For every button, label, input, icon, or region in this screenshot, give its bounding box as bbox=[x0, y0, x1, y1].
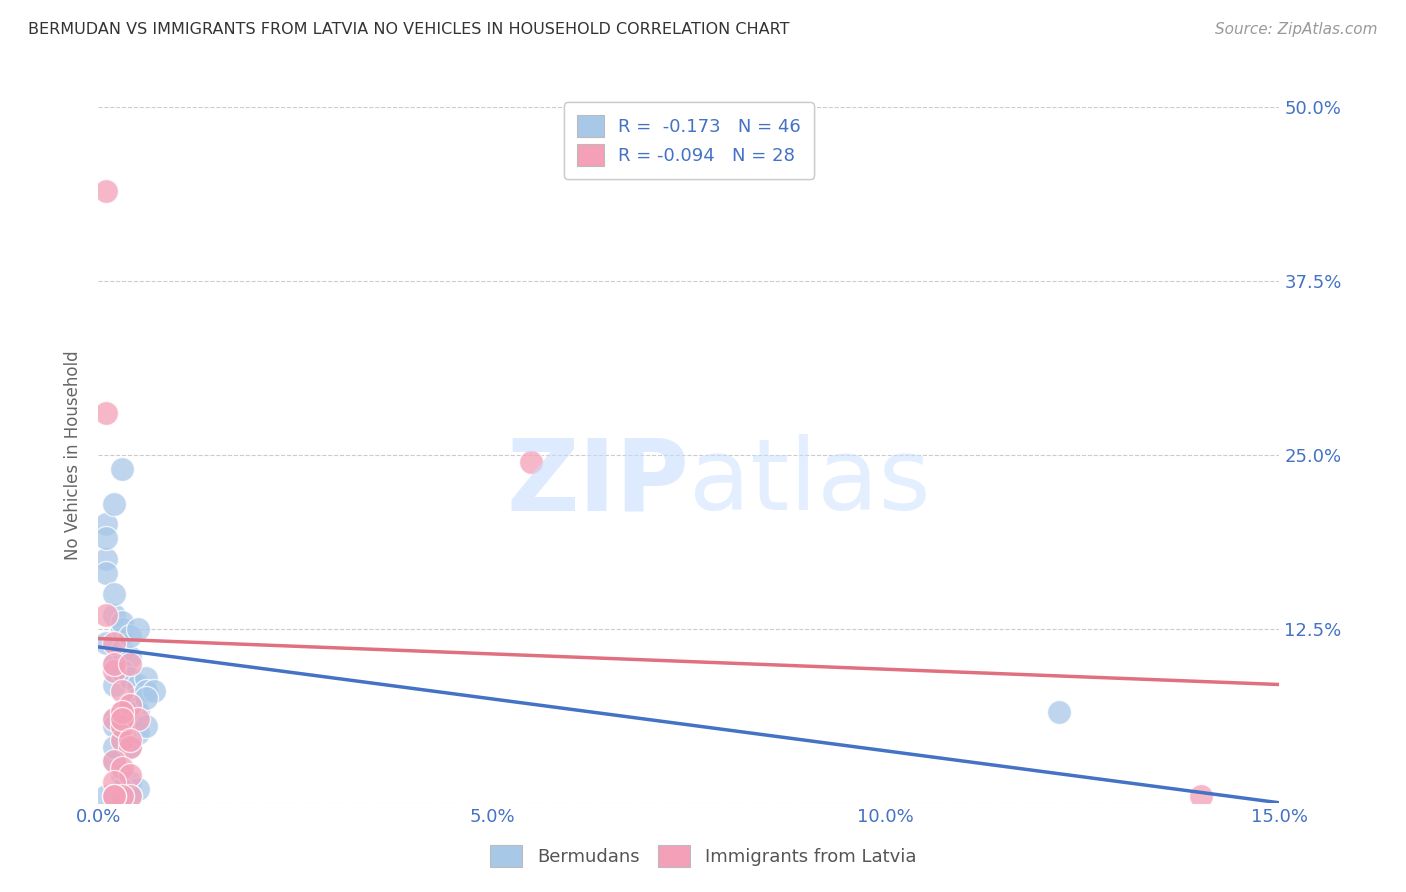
Point bbox=[118, 740, 141, 755]
Point bbox=[118, 740, 141, 755]
Point bbox=[118, 649, 141, 664]
Point bbox=[111, 789, 134, 803]
Point bbox=[111, 706, 134, 720]
Point bbox=[103, 677, 125, 691]
Point bbox=[96, 552, 118, 566]
Point bbox=[103, 740, 125, 755]
Point bbox=[96, 517, 118, 532]
Point bbox=[111, 733, 134, 747]
Point bbox=[135, 671, 157, 685]
Point bbox=[135, 684, 157, 698]
Point bbox=[118, 733, 141, 747]
Point bbox=[103, 754, 125, 768]
Point bbox=[111, 642, 134, 657]
Point bbox=[103, 789, 125, 803]
Point bbox=[118, 789, 141, 803]
Text: Source: ZipAtlas.com: Source: ZipAtlas.com bbox=[1215, 22, 1378, 37]
Point bbox=[118, 775, 141, 789]
Point bbox=[118, 629, 141, 643]
Point bbox=[103, 789, 125, 803]
Point bbox=[127, 712, 149, 726]
Point bbox=[103, 497, 125, 511]
Point bbox=[96, 636, 118, 650]
Point bbox=[111, 706, 134, 720]
Point bbox=[111, 622, 134, 636]
Point bbox=[118, 768, 141, 782]
Point bbox=[103, 754, 125, 768]
Point bbox=[111, 664, 134, 678]
Point bbox=[127, 706, 149, 720]
Y-axis label: No Vehicles in Household: No Vehicles in Household bbox=[65, 350, 83, 560]
Point bbox=[127, 726, 149, 740]
Point bbox=[135, 691, 157, 706]
Point bbox=[142, 684, 165, 698]
Point bbox=[111, 761, 134, 775]
Point bbox=[111, 719, 134, 733]
Point bbox=[111, 719, 134, 733]
Text: BERMUDAN VS IMMIGRANTS FROM LATVIA NO VEHICLES IN HOUSEHOLD CORRELATION CHART: BERMUDAN VS IMMIGRANTS FROM LATVIA NO VE… bbox=[28, 22, 790, 37]
Point bbox=[111, 768, 134, 782]
Point bbox=[103, 664, 125, 678]
Point bbox=[1047, 706, 1070, 720]
Point bbox=[103, 789, 125, 803]
Text: ZIP: ZIP bbox=[506, 434, 689, 532]
Point bbox=[118, 712, 141, 726]
Point bbox=[103, 719, 125, 733]
Legend: R =  -0.173   N = 46, R = -0.094   N = 28: R = -0.173 N = 46, R = -0.094 N = 28 bbox=[564, 103, 814, 178]
Point bbox=[111, 684, 134, 698]
Point bbox=[103, 657, 125, 671]
Legend: Bermudans, Immigrants from Latvia: Bermudans, Immigrants from Latvia bbox=[482, 838, 924, 874]
Point bbox=[103, 657, 125, 671]
Point bbox=[103, 712, 125, 726]
Point bbox=[111, 712, 134, 726]
Point bbox=[96, 566, 118, 581]
Point bbox=[111, 789, 134, 803]
Point bbox=[96, 607, 118, 622]
Text: atlas: atlas bbox=[689, 434, 931, 532]
Point bbox=[118, 789, 141, 803]
Point bbox=[118, 671, 141, 685]
Point bbox=[103, 775, 125, 789]
Point bbox=[118, 698, 141, 713]
Point bbox=[111, 462, 134, 476]
Point bbox=[127, 691, 149, 706]
Point bbox=[103, 607, 125, 622]
Point bbox=[111, 615, 134, 629]
Point bbox=[111, 781, 134, 796]
Point bbox=[118, 698, 141, 713]
Point bbox=[127, 781, 149, 796]
Point bbox=[520, 455, 543, 469]
Point bbox=[127, 622, 149, 636]
Point bbox=[111, 733, 134, 747]
Point bbox=[96, 532, 118, 546]
Point bbox=[96, 184, 118, 198]
Point bbox=[103, 587, 125, 601]
Point bbox=[96, 789, 118, 803]
Point bbox=[135, 719, 157, 733]
Point bbox=[127, 677, 149, 691]
Point bbox=[103, 712, 125, 726]
Point bbox=[118, 657, 141, 671]
Point bbox=[1189, 789, 1212, 803]
Point bbox=[103, 636, 125, 650]
Point bbox=[96, 406, 118, 420]
